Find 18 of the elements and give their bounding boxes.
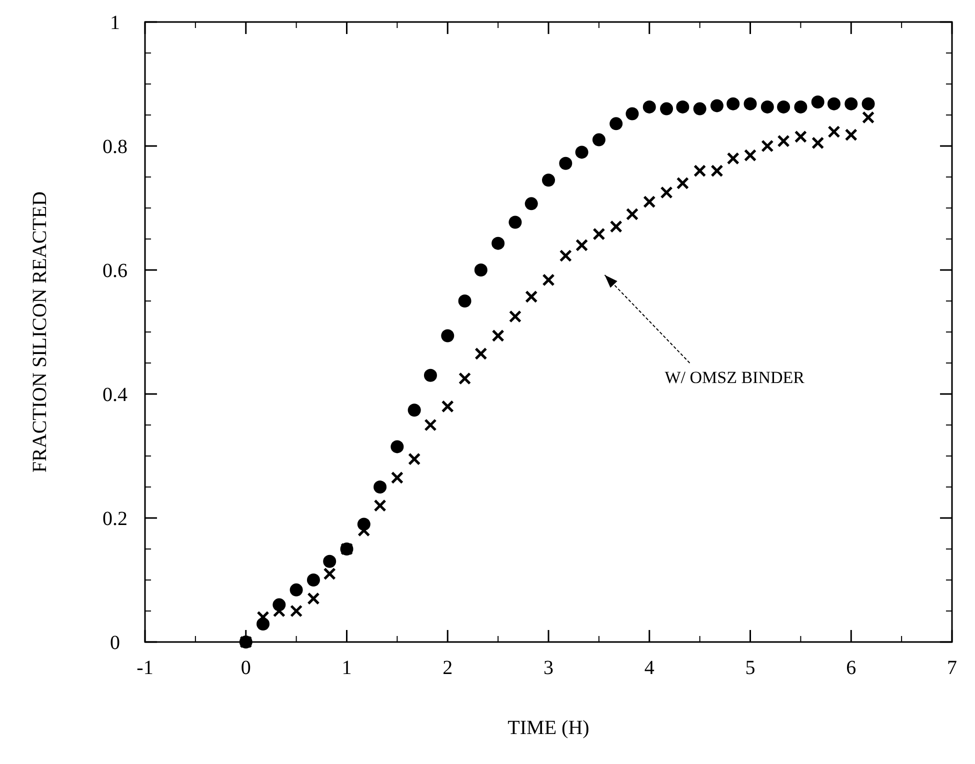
x-tick-label: 5 xyxy=(745,657,756,679)
y-tick-label: 0.8 xyxy=(102,136,128,158)
y-tick-label: 0.6 xyxy=(102,260,128,282)
x-axis-title: TIME (H) xyxy=(508,717,590,739)
y-tick-label: 0 xyxy=(110,632,120,654)
x-tick-label: 3 xyxy=(544,657,554,679)
x-tick-label: 2 xyxy=(442,657,453,679)
x-tick-label: -1 xyxy=(136,657,154,679)
x-tick-label: 6 xyxy=(846,657,856,679)
x-tick-label: 7 xyxy=(947,657,957,679)
y-axis-title: FRACTION SILICON REACTED xyxy=(29,191,51,473)
x-tick-label: 0 xyxy=(240,657,251,679)
y-tick-label: 1 xyxy=(110,12,120,34)
x-tick-label: 1 xyxy=(342,657,352,679)
annotation: W/ OMSZ BINDER xyxy=(664,368,806,387)
y-tick-label: 0.2 xyxy=(102,508,128,530)
y-tick-label: 0.4 xyxy=(102,384,128,406)
x-tick-label: 4 xyxy=(644,657,654,679)
